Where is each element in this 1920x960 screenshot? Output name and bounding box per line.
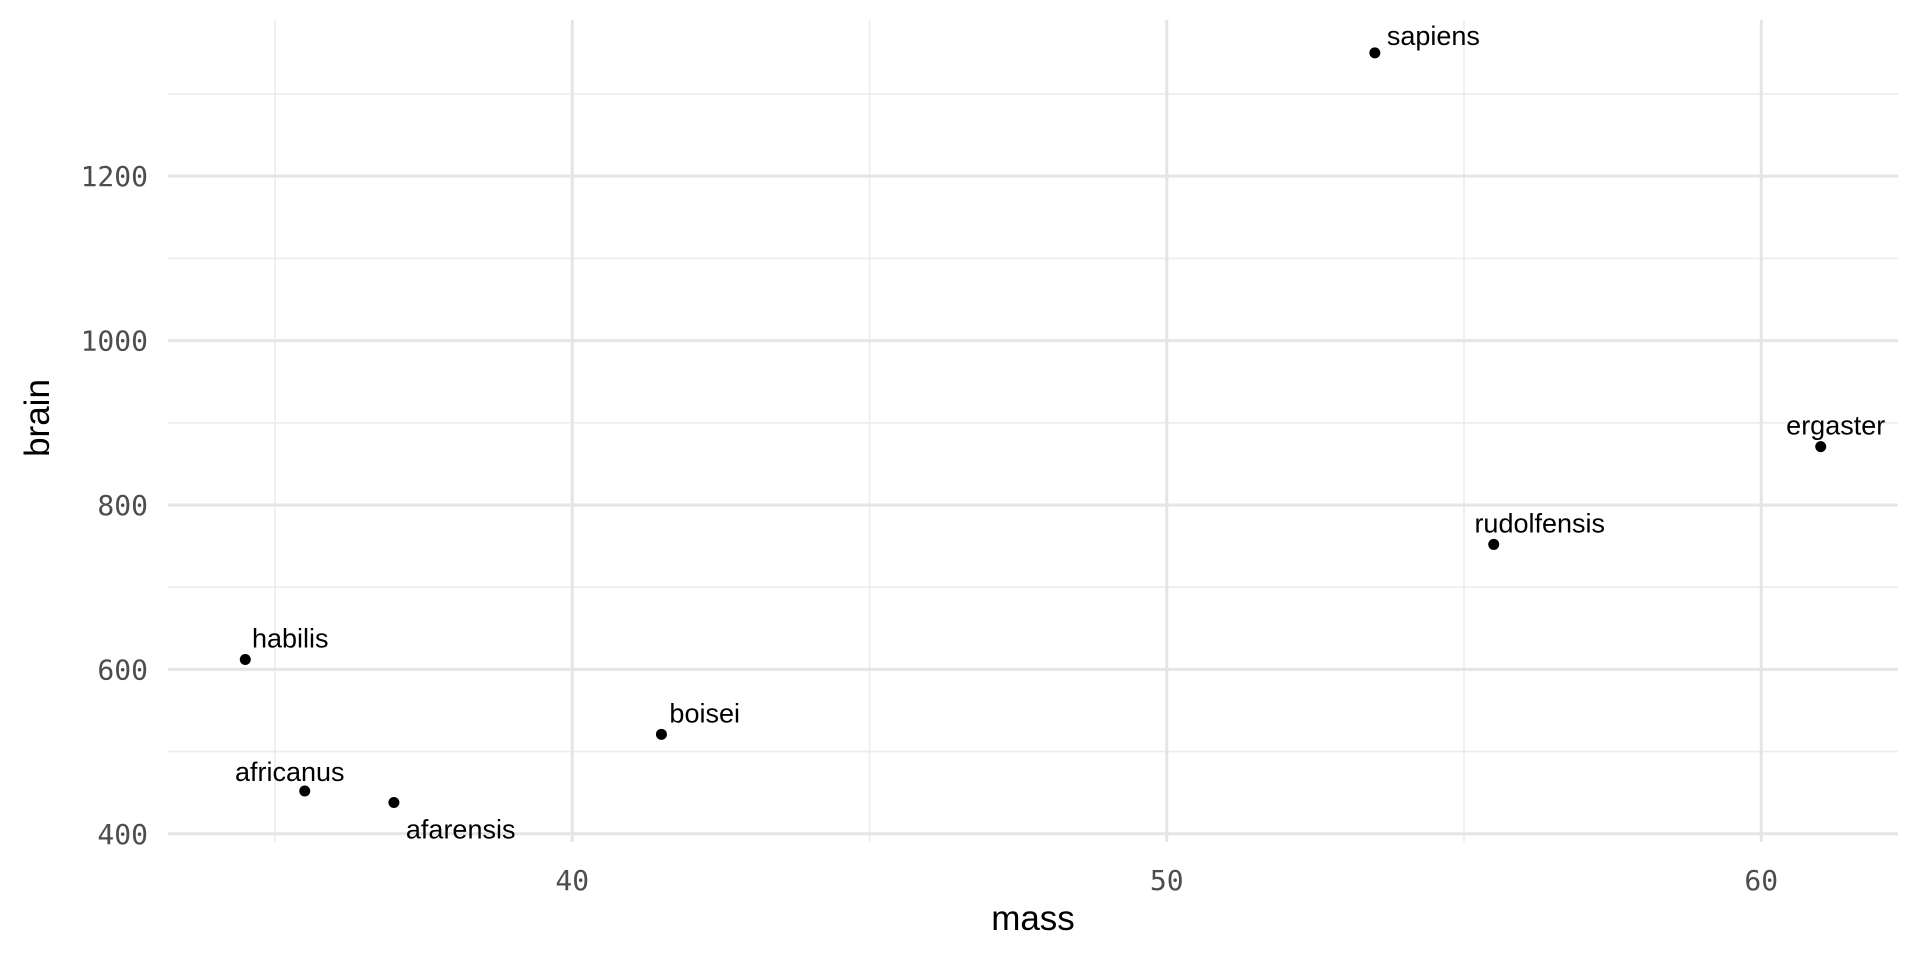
point-labels: afarensis africanus habilis boisei rudolfens… bbox=[235, 21, 1885, 845]
data-points bbox=[239, 47, 1827, 809]
major-gridlines bbox=[168, 20, 1898, 842]
data-point-sapiens bbox=[1369, 47, 1381, 59]
minor-gridlines bbox=[168, 20, 1898, 842]
y-tick-label: 800 bbox=[97, 489, 148, 522]
x-axis-title: mass bbox=[991, 899, 1075, 938]
x-tick-label: 60 bbox=[1744, 864, 1778, 897]
point-label-sapiens: sapiens bbox=[1387, 21, 1480, 51]
data-point-rudolfensis bbox=[1488, 538, 1500, 550]
data-point-habilis bbox=[239, 654, 251, 666]
tick-labels: 40 50 60 400 600 800 1000 1200 bbox=[81, 160, 1779, 897]
x-tick-label: 40 bbox=[555, 864, 589, 897]
point-label-habilis: habilis bbox=[252, 624, 329, 654]
x-tick-label: 50 bbox=[1150, 864, 1184, 897]
y-axis-title: brain bbox=[18, 379, 57, 457]
point-label-africanus: africanus bbox=[235, 757, 345, 787]
point-label-ergaster: ergaster bbox=[1786, 411, 1885, 441]
data-point-afarensis bbox=[388, 797, 400, 809]
y-tick-label: 1200 bbox=[81, 160, 148, 193]
y-tick-label: 1000 bbox=[81, 325, 148, 358]
point-label-afarensis: afarensis bbox=[406, 815, 516, 845]
y-tick-label: 600 bbox=[97, 653, 148, 686]
data-point-ergaster bbox=[1815, 441, 1827, 453]
y-tick-label: 400 bbox=[97, 818, 148, 851]
data-point-africanus bbox=[299, 785, 311, 797]
data-point-boisei bbox=[655, 728, 667, 740]
point-label-boisei: boisei bbox=[669, 698, 740, 728]
point-label-rudolfensis: rudolfensis bbox=[1474, 508, 1605, 538]
